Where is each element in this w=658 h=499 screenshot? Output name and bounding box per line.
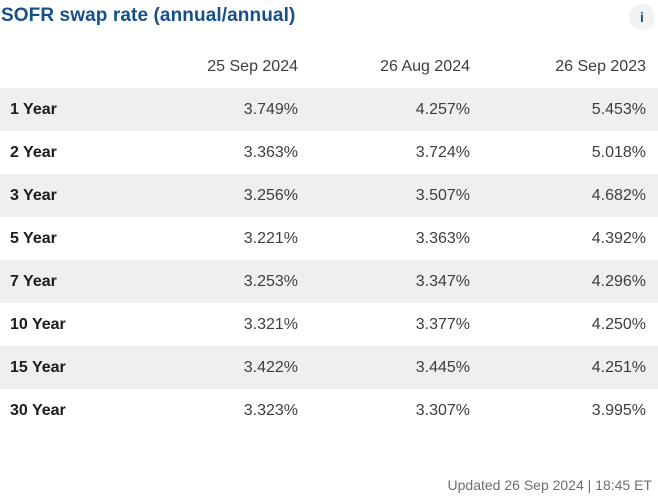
row-label-30-year: 30 Year	[10, 401, 66, 419]
cell-value: 3.323%	[243, 401, 298, 419]
cell-value: 4.257%	[415, 100, 470, 118]
widget-header: SOFR swap rate (annual/annual) i	[0, 0, 658, 34]
cell-value: 3.363%	[415, 229, 470, 247]
info-button[interactable]: i	[629, 4, 655, 30]
table-row: 10 Year 3.321% 3.377% 4.250%	[0, 303, 658, 346]
cell-value: 3.995%	[591, 401, 646, 419]
column-header-row: 25 Sep 2024 26 Aug 2024 26 Sep 2023	[0, 34, 658, 88]
table-row: 1 Year 3.749% 4.257% 5.453%	[0, 88, 658, 131]
table-row: 5 Year 3.221% 3.363% 4.392%	[0, 217, 658, 260]
row-label-1-year: 1 Year	[10, 100, 57, 118]
column-header-date-3: 26 Sep 2023	[555, 58, 646, 75]
row-label-2-year: 2 Year	[10, 143, 57, 161]
cell-value: 3.445%	[415, 358, 470, 376]
cell-value: 3.363%	[243, 143, 298, 161]
table-row: 30 Year 3.323% 3.307% 3.995%	[0, 389, 658, 432]
row-label-3-year: 3 Year	[10, 186, 57, 204]
row-label-7-year: 7 Year	[10, 272, 57, 290]
cell-value: 4.682%	[591, 186, 646, 204]
cell-value: 3.347%	[415, 272, 470, 290]
cell-value: 4.251%	[591, 358, 646, 376]
cell-value: 3.221%	[243, 229, 298, 247]
cell-value: 3.307%	[415, 401, 470, 419]
page-title: SOFR swap rate (annual/annual)	[1, 5, 296, 26]
cell-value: 3.321%	[243, 315, 298, 333]
cell-value: 5.453%	[591, 100, 646, 118]
cell-value: 3.253%	[243, 272, 298, 290]
cell-value: 5.018%	[591, 143, 646, 161]
table-row: 2 Year 3.363% 3.724% 5.018%	[0, 131, 658, 174]
cell-value: 3.256%	[243, 186, 298, 204]
cell-value: 4.296%	[591, 272, 646, 290]
cell-value: 3.724%	[415, 143, 470, 161]
row-label-5-year: 5 Year	[10, 229, 57, 247]
info-icon: i	[640, 9, 644, 25]
row-label-10-year: 10 Year	[10, 315, 66, 333]
cell-value: 3.507%	[415, 186, 470, 204]
updated-timestamp: Updated 26 Sep 2024 | 18:45 ET	[447, 477, 652, 493]
row-label-15-year: 15 Year	[10, 358, 66, 376]
table-row: 7 Year 3.253% 3.347% 4.296%	[0, 260, 658, 303]
cell-value: 3.422%	[243, 358, 298, 376]
table-row: 15 Year 3.422% 3.445% 4.251%	[0, 346, 658, 389]
table-row: 3 Year 3.256% 3.507% 4.682%	[0, 174, 658, 217]
cell-value: 3.377%	[415, 315, 470, 333]
column-header-date-1: 25 Sep 2024	[207, 58, 298, 75]
cell-value: 3.749%	[243, 100, 298, 118]
column-header-date-2: 26 Aug 2024	[380, 58, 470, 75]
cell-value: 4.250%	[591, 315, 646, 333]
cell-value: 4.392%	[591, 229, 646, 247]
